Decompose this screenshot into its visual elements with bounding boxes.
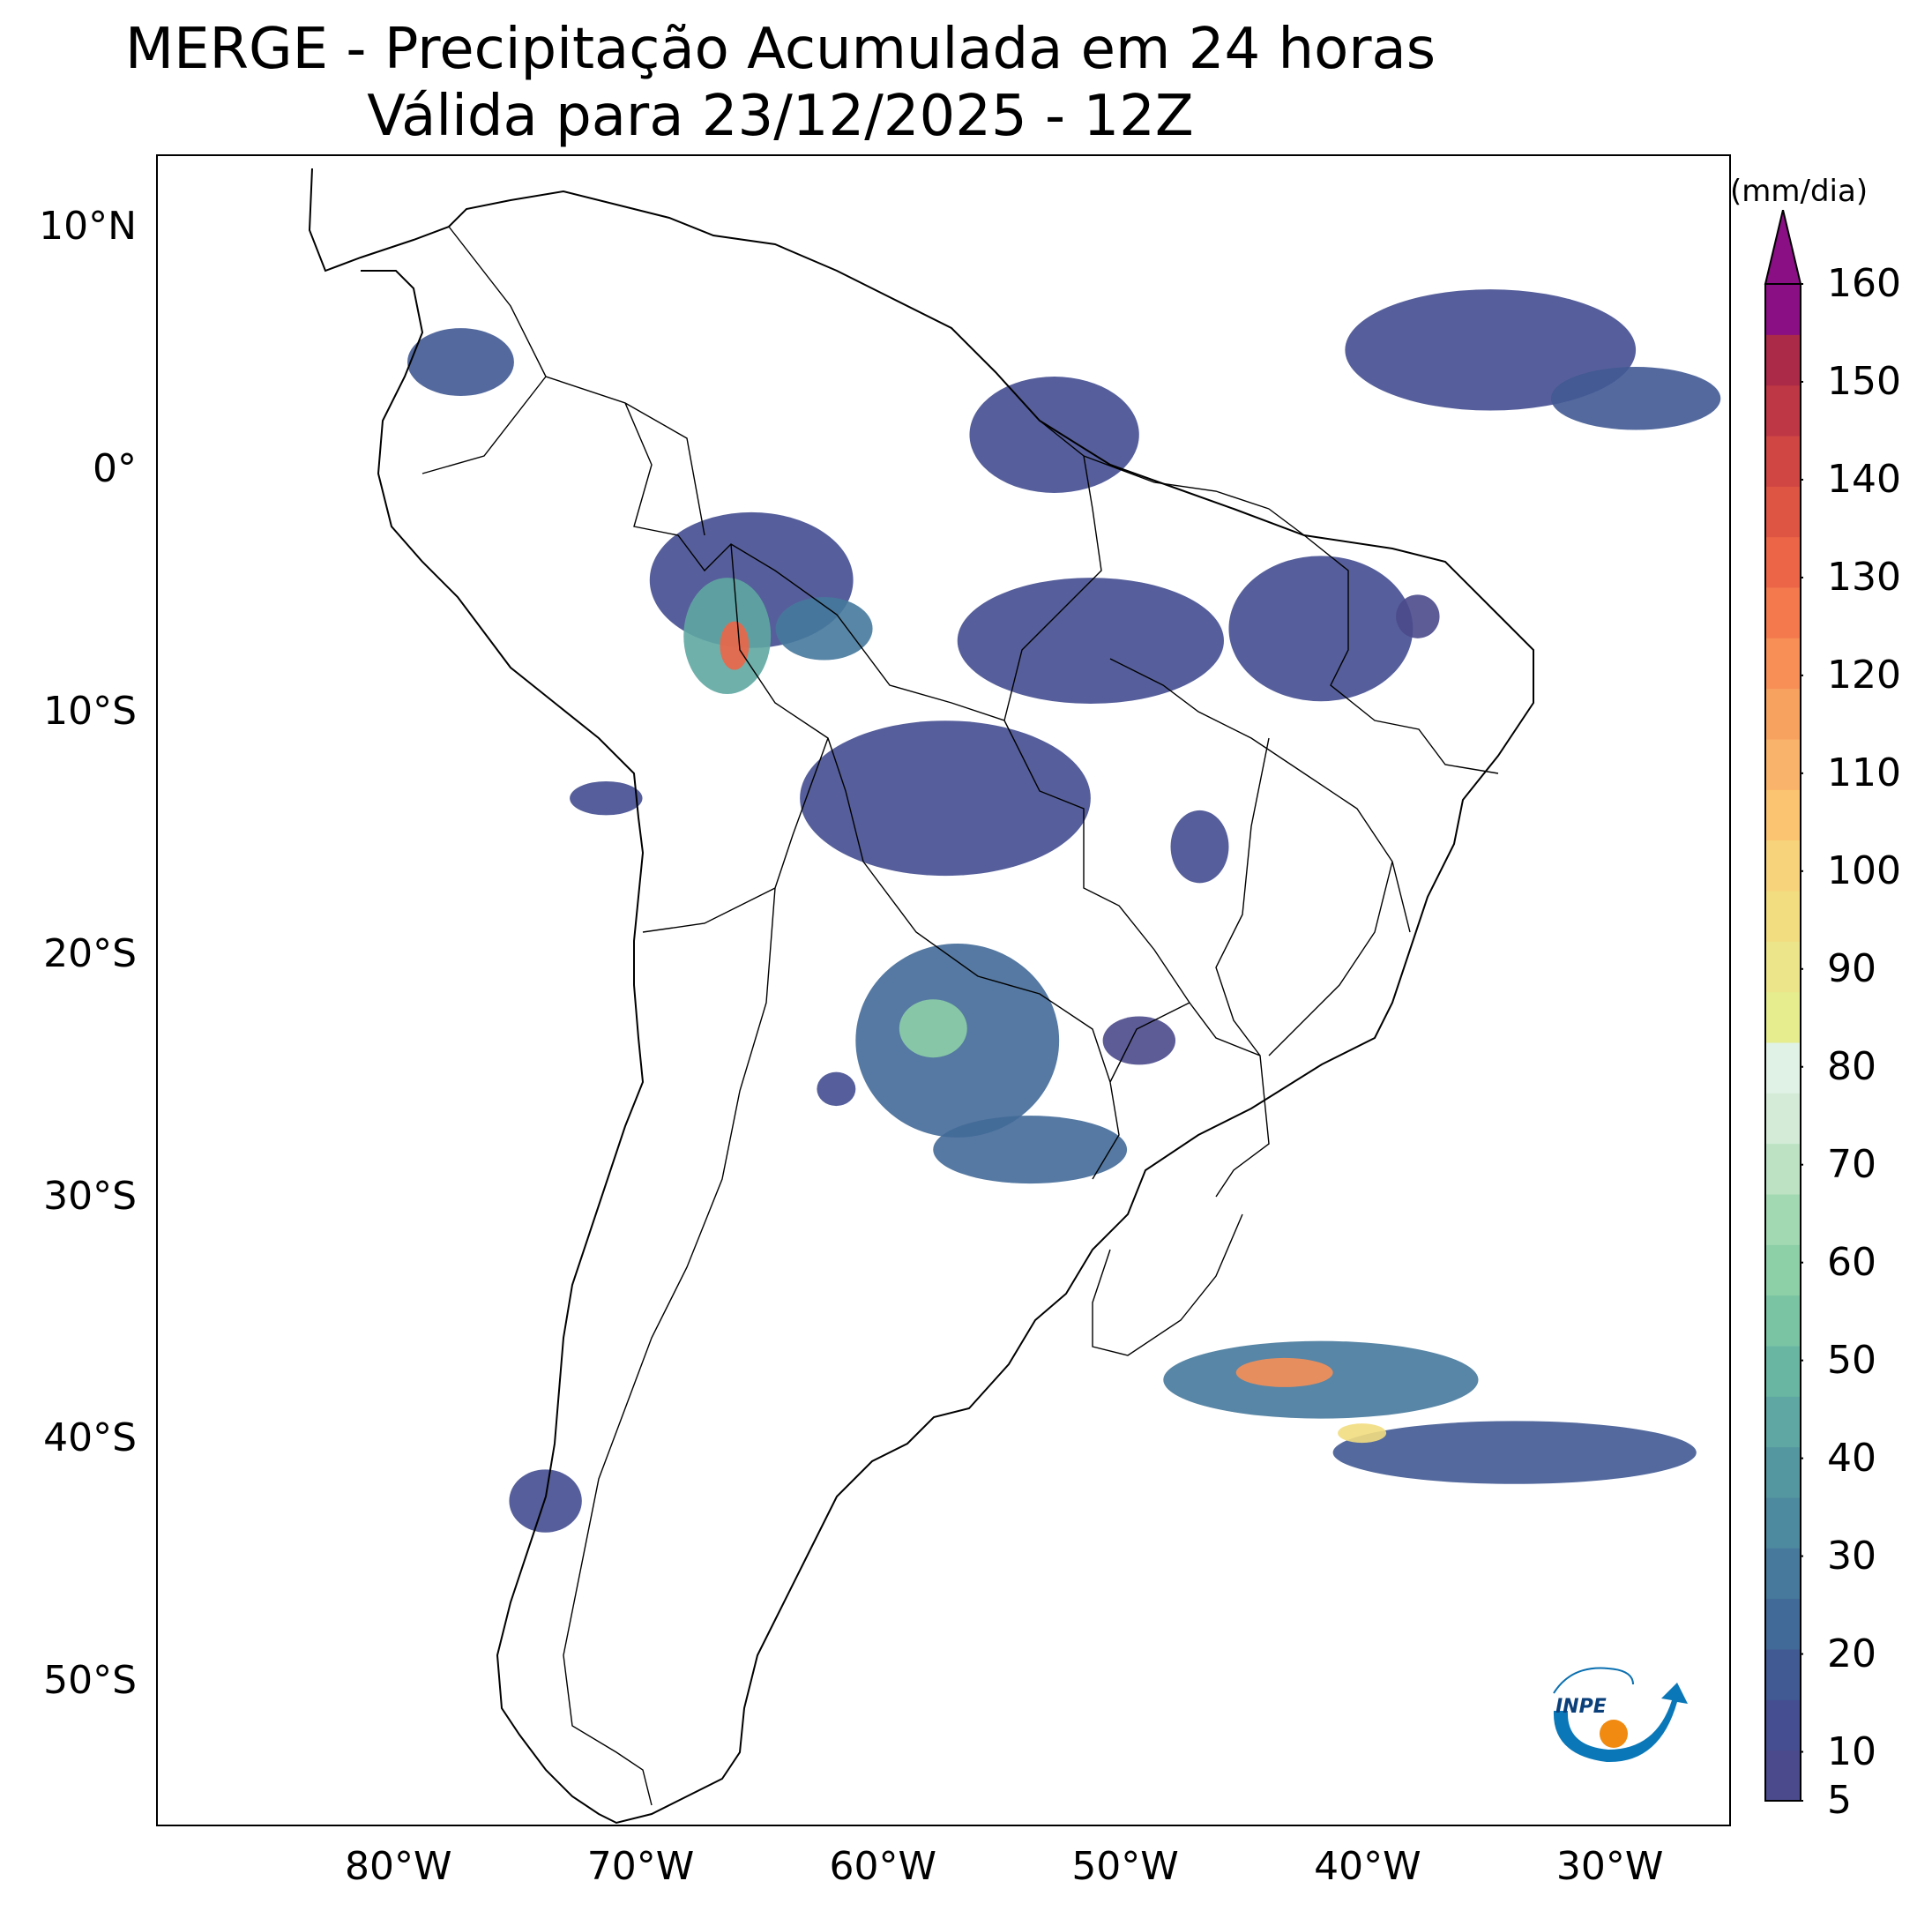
precip-area-6 [1228, 556, 1414, 702]
colorbar-band [1765, 991, 1801, 1043]
colorbar-band [1765, 1244, 1801, 1296]
border-lines [421, 226, 1499, 1806]
lon-label: 80°W [345, 1844, 452, 1889]
lon-label: 70°W [586, 1844, 695, 1889]
colorbar-extend-arrow [1764, 210, 1802, 285]
colorbar-tick-label: 80 [1827, 1043, 1876, 1089]
colorbar-band [1765, 1346, 1801, 1397]
precip-area-16 [1235, 1357, 1333, 1387]
colorbar-band [1765, 284, 1801, 335]
lon-label: 60°W [829, 1844, 937, 1889]
colorbar-band [1765, 941, 1801, 993]
precip-area-21 [817, 1071, 856, 1107]
colorbar-band [1765, 1598, 1801, 1650]
precip-area-4 [800, 720, 1091, 877]
colorbar-band [1765, 1194, 1801, 1245]
colorbar-band [1765, 536, 1801, 588]
colorbar-tick-label: 5 [1827, 1778, 1852, 1823]
colorbar-band [1765, 1446, 1801, 1498]
colorbar-tick-label: 100 [1827, 847, 1901, 893]
precipitation-layer [407, 289, 1721, 1533]
colorbar-tick-label: 110 [1827, 750, 1901, 795]
colorbar-units: (mm/dia) [1730, 174, 1869, 209]
colorbar-band [1765, 891, 1801, 942]
colorbar-band [1765, 1750, 1801, 1802]
inpe-logo: INPE [1553, 1667, 1688, 1763]
precip-area-20 [570, 780, 643, 816]
lon-label: 40°W [1314, 1844, 1421, 1889]
colorbar-band [1765, 384, 1801, 437]
precip-area-12 [1396, 594, 1440, 638]
precip-area-19 [509, 1469, 582, 1533]
lat-label: 10°N [39, 204, 137, 250]
colorbar-band [1765, 739, 1801, 790]
precip-area-5 [957, 578, 1224, 705]
precip-area-17 [1332, 1421, 1697, 1484]
lat-label: 30°S [43, 1173, 137, 1219]
lon-label: 50°W [1071, 1844, 1179, 1889]
colorbar-tick-label: 30 [1827, 1533, 1876, 1579]
south-america-coastline [308, 168, 1534, 1825]
colorbar-tick-label: 10 [1827, 1728, 1876, 1774]
precip-area-18 [1338, 1423, 1387, 1444]
colorbar-band [1765, 840, 1801, 892]
colorbar-band [1765, 1143, 1801, 1195]
colorbar-band [1765, 688, 1801, 740]
colorbar-tick-label: 70 [1827, 1141, 1876, 1187]
precip-area-3 [775, 597, 873, 661]
colorbar-band [1765, 1093, 1801, 1145]
precip-area-2 [720, 621, 750, 670]
colorbar-outline [1764, 283, 1801, 1802]
precip-area-23 [1102, 1016, 1176, 1065]
coastline-layer [308, 168, 1534, 1825]
colorbar-band [1765, 334, 1801, 386]
colorbar-tick-label: 140 [1827, 456, 1901, 502]
colorbar-tick-label: 50 [1827, 1337, 1876, 1383]
colorbar [1764, 210, 1803, 1802]
colorbar-band [1765, 1295, 1801, 1347]
colorbar-band [1765, 587, 1801, 638]
colorbar-tick-label: 60 [1827, 1239, 1876, 1285]
colorbar-tick-label: 130 [1827, 554, 1901, 600]
colorbar-band [1765, 1396, 1801, 1448]
colorbar-band [1765, 638, 1801, 690]
colorbar-band [1765, 1497, 1801, 1549]
colorbar-band [1765, 1699, 1801, 1751]
lat-label: 40°S [43, 1415, 137, 1461]
map-title: MERGE - Precipitação Acumulada em 24 hor… [124, 17, 1436, 82]
colorbar-ticks [1801, 283, 1803, 1802]
lat-label: 10°S [43, 689, 137, 734]
map-subtitle: Válida para 23/12/2025 - 12Z [367, 84, 1194, 149]
precip-area-10 [899, 999, 967, 1058]
colorbar-tick-label: 120 [1827, 652, 1901, 698]
precip-area-8 [407, 328, 514, 397]
colorbar-tick-label: 150 [1827, 358, 1901, 404]
inpe-logo-text: INPE [1555, 1696, 1607, 1718]
map-canvas [308, 168, 1721, 1825]
colorbar-tick-label: 90 [1827, 945, 1876, 991]
colorbar-band [1765, 486, 1801, 538]
precip-area-11 [933, 1116, 1128, 1184]
precip-area-14 [1550, 367, 1721, 430]
colorbar-band [1765, 436, 1801, 487]
colorbar-band [1765, 1649, 1801, 1700]
precip-area-22 [1170, 810, 1229, 884]
lat-label: 20°S [43, 930, 137, 976]
precip-area-13 [1345, 289, 1637, 411]
lon-label: 30°W [1555, 1844, 1664, 1889]
colorbar-tick-label: 40 [1827, 1435, 1876, 1481]
colorbar-bands [1765, 284, 1801, 1802]
colorbar-band [1765, 789, 1801, 841]
lat-label: 0° [93, 446, 137, 492]
colorbar-band [1765, 1548, 1801, 1600]
colorbar-tick-label: 160 [1827, 261, 1901, 306]
map-frame [156, 154, 1731, 1826]
lat-label: 50°S [43, 1658, 137, 1704]
colorbar-tick-label: 20 [1827, 1631, 1876, 1676]
precip-area-7 [969, 377, 1139, 493]
colorbar-band [1765, 1042, 1801, 1094]
